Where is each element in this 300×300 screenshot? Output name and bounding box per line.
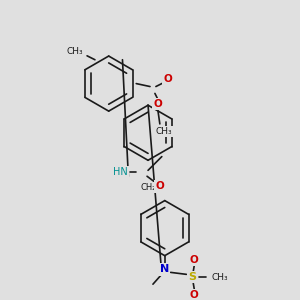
Text: N: N	[160, 264, 170, 274]
Text: O: O	[154, 99, 162, 109]
Text: CH₃: CH₃	[67, 47, 84, 56]
Text: O: O	[155, 181, 164, 191]
Text: O: O	[190, 290, 199, 300]
Text: CH₃: CH₃	[155, 127, 172, 136]
Text: CH₂: CH₂	[141, 183, 156, 192]
Text: HN: HN	[113, 167, 128, 177]
Text: S: S	[188, 272, 196, 282]
Text: O: O	[163, 74, 172, 84]
Text: O: O	[190, 255, 199, 265]
Text: CH₃: CH₃	[212, 273, 228, 282]
